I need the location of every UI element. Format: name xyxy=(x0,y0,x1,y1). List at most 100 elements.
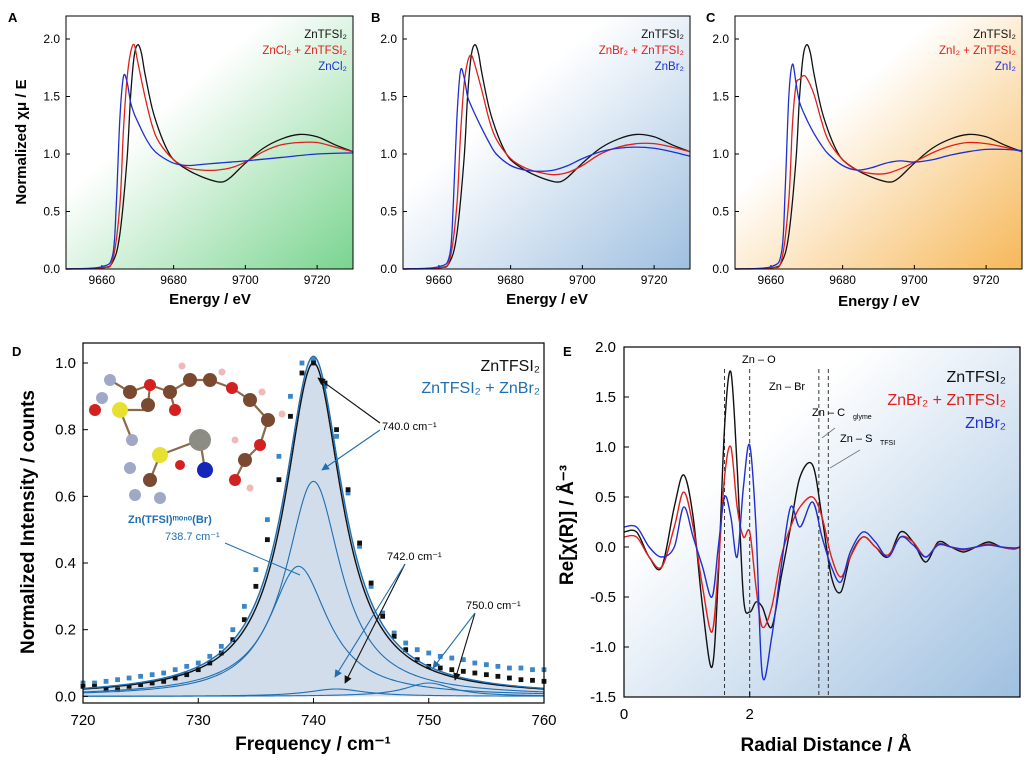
annotation-zn-s-sub: TFSI xyxy=(880,440,895,447)
panel-c-ytick-label: 2.0 xyxy=(712,32,729,46)
panel-b-series-line xyxy=(402,67,691,270)
panel-b-ytick-label: 1.0 xyxy=(380,147,397,161)
panel-a-ytick-label: 0.0 xyxy=(43,262,60,276)
panel-d-blue-point xyxy=(426,650,432,656)
panel-d-black-point xyxy=(288,413,293,419)
panel-b-legend-2: ZnBr₂ xyxy=(655,61,684,73)
arrow-742-blue xyxy=(334,563,406,678)
oxygen-atom-icon xyxy=(144,379,156,391)
panel-e-xtick-label: 2 xyxy=(746,706,754,723)
panel-b-xlabel: Energy / eV xyxy=(506,291,588,308)
panel-d-blue-point xyxy=(230,627,236,633)
panel-c-legend-0: ZnTFSI₂ xyxy=(973,29,1016,41)
panel-b-legend-1: ZnBr₂ + ZnTFSI₂ xyxy=(599,45,684,57)
panel-d-blue-point xyxy=(207,653,213,659)
panel-d-blue-point xyxy=(495,663,501,669)
carbon-atom-icon xyxy=(203,373,217,387)
panel-a-legend-0: ZnTFSI₂ xyxy=(304,29,347,41)
panel-c-series-line xyxy=(734,44,1023,270)
annotation-742: 742.0 cm⁻¹ xyxy=(387,551,442,563)
arrow-750-blue xyxy=(432,612,476,669)
panel-d-blue-point xyxy=(241,603,247,609)
panel-d-black-point xyxy=(103,687,109,693)
panel-b-ytick-label: 0.5 xyxy=(380,205,397,219)
carbon-atom-icon xyxy=(143,473,157,487)
leader-zn-s xyxy=(829,449,861,469)
panel-d-black-point xyxy=(472,670,478,676)
panel-d-black-point xyxy=(437,665,443,671)
panel-a-ylabel: Normalized χμ / E xyxy=(13,79,30,204)
hydrogen-atom-icon xyxy=(231,436,239,444)
panel-a-xtick-label: 9660 xyxy=(89,273,116,287)
panel-e-series-line xyxy=(623,445,1021,633)
panel-c-xtick-label: 9660 xyxy=(758,273,785,287)
panel-d-fit-curve xyxy=(82,355,545,690)
watermark: 知乎 @能源学人 xyxy=(844,707,1005,732)
hydrogen-atom-icon xyxy=(178,362,186,370)
panel-d-black-point xyxy=(380,613,386,619)
panel-d-blue-point xyxy=(357,543,362,549)
panel-d-black-point xyxy=(368,580,374,586)
panel-d-xtick-label: 750 xyxy=(416,712,441,729)
panel-a: A 9660 9680 9700 9720 0.0 0.5 1.0 1.5 2.0 Energy… xyxy=(8,10,354,308)
panel-d-xtick-label: 760 xyxy=(531,712,556,729)
panel-e-legend-2: ZnBr₂ xyxy=(965,415,1006,432)
panel-c-ytick-label: 0.0 xyxy=(712,262,729,276)
panel-c-xtick-label: 9720 xyxy=(973,273,1000,287)
panel-d-black-point xyxy=(391,633,397,639)
panel-d-black-point xyxy=(495,673,501,679)
carbon-atom-icon xyxy=(183,373,197,387)
leader-zn-c xyxy=(821,427,836,439)
panel-d-xlabel: Frequency / cm⁻¹ xyxy=(235,734,391,755)
panel-d-black-point xyxy=(265,537,270,543)
panel-d-blue-point xyxy=(138,673,144,679)
panel-d-ytick-label: 0.8 xyxy=(55,422,76,439)
panel-e-frame xyxy=(623,346,1021,698)
panel-a-ytick-label: 1.5 xyxy=(43,90,60,104)
panel-d-fit-curve xyxy=(82,362,545,690)
panel-e-series-line xyxy=(623,443,1021,681)
panel-c-series-line xyxy=(734,74,1023,270)
panel-d-black-point xyxy=(92,683,97,689)
panel-d-blue-point xyxy=(161,670,167,676)
fluorine-atom-icon xyxy=(96,392,108,404)
line-738-pointer xyxy=(224,542,301,576)
arrow-740-blue xyxy=(321,429,381,471)
annotation-component-name: Zn(TFSI)ᵐᵒⁿᵒ(Br) xyxy=(128,514,212,526)
panel-c-ytick-label: 1.5 xyxy=(712,90,729,104)
panel-d-blue-point xyxy=(368,583,374,589)
oxygen-atom-icon xyxy=(254,439,266,451)
annotation-zn-o: Zn – O xyxy=(742,354,776,366)
oxygen-atom-icon xyxy=(226,382,238,394)
panel-d-black-point xyxy=(449,667,455,673)
annotation-738: 738.7 cm⁻¹ xyxy=(165,531,220,543)
panel-d-black-point xyxy=(276,477,282,483)
panel-d-blue-point xyxy=(276,453,282,459)
panel-d-blue-point xyxy=(311,357,316,363)
panel-d-blue-point xyxy=(126,675,132,681)
panel-a-xtick-label: 9680 xyxy=(160,273,187,287)
panel-d-fit-curve xyxy=(82,565,545,695)
panel-b-background xyxy=(403,16,690,269)
panel-e-ytick-label: 1.0 xyxy=(595,439,616,456)
panel-b-xtick-label: 9720 xyxy=(641,273,668,287)
panel-c-frame xyxy=(734,15,1023,270)
panel-b-legend-0: ZnTFSI₂ xyxy=(641,29,684,41)
panel-e-ytick-label: -1.0 xyxy=(590,639,616,656)
panel-b-xtick-label: 9680 xyxy=(497,273,524,287)
panel-e-legend-0: ZnTFSI₂ xyxy=(946,369,1006,386)
oxygen-atom-icon xyxy=(169,404,181,416)
annotation-zn-c: Zn – C xyxy=(812,407,845,419)
panel-d-blue-point xyxy=(414,647,420,653)
panel-d-black-point xyxy=(507,675,512,681)
annotation-750: 750.0 cm⁻¹ xyxy=(466,600,521,612)
panel-c-ytick-label: 1.0 xyxy=(712,147,729,161)
panel-d-black-point xyxy=(530,677,535,683)
panel-d-blue-point xyxy=(195,660,201,666)
panel-e-legend-1: ZnBr₂ + ZnTFSI₂ xyxy=(887,392,1006,409)
panel-b-xtick-label: 9660 xyxy=(426,273,453,287)
panel-e: E 0 2 -1.5 -1.0 -0.5 0.0 0.5 1.0 1.5 2.0 Radial D… xyxy=(557,339,1021,756)
panel-a-legend-1: ZnCl₂ + ZnTFSI₂ xyxy=(262,45,347,57)
panel-d-blue-point xyxy=(149,672,155,678)
sulfur-atom-icon xyxy=(152,447,168,463)
